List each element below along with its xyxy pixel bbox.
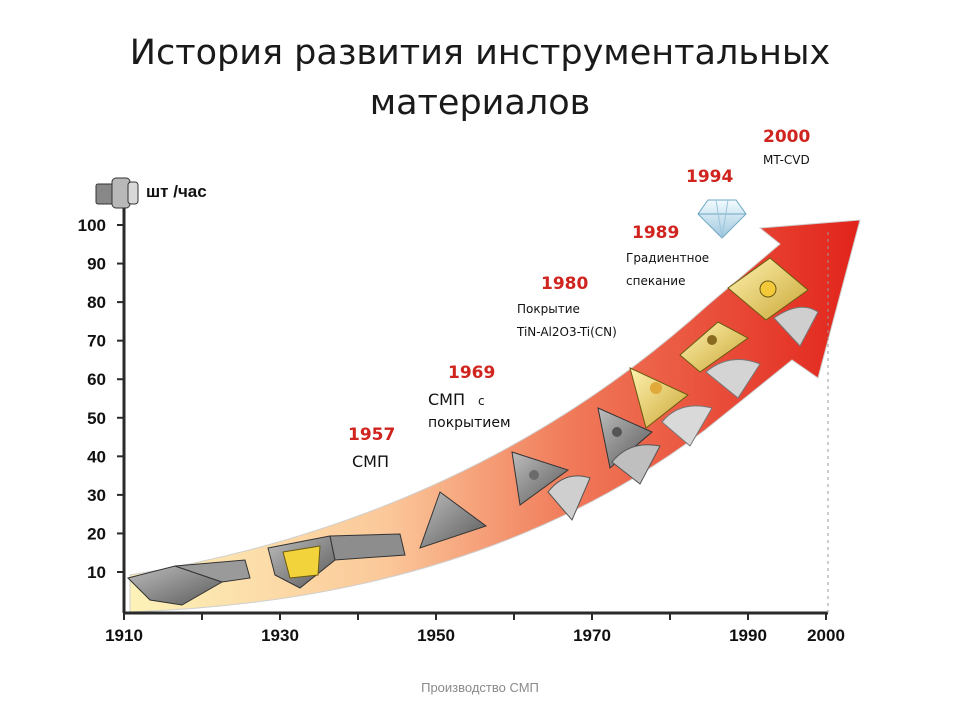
- y-tick-label: 90: [87, 255, 106, 274]
- milestone-1989-label-line1: Градиентное: [626, 251, 709, 265]
- x-ticks: 1910 1930 1950 1970 1990 2000: [105, 613, 845, 645]
- milestone-1969-year: 1969: [448, 363, 495, 383]
- y-tick-label: 30: [87, 486, 106, 505]
- y-ticks: 10 20 30 40 50 60 70 80 90 100: [78, 216, 124, 582]
- x-tick-label: 1990: [729, 626, 767, 645]
- x-tick-label: 1910: [105, 626, 143, 645]
- milestone-1957-label: СМП: [352, 452, 389, 471]
- milestone-1969-label-small: с: [478, 394, 485, 408]
- y-tick-label: 50: [87, 409, 106, 428]
- x-tick-label: 2000: [807, 626, 845, 645]
- milestone-1994-year: 1994: [686, 167, 733, 187]
- milestone-1980-label-line1: Покрытие: [517, 302, 580, 316]
- y-tick-label: 40: [87, 447, 106, 466]
- y-tick-label: 80: [87, 293, 106, 312]
- page-title-line2: материалов: [369, 83, 591, 123]
- y-tick-label: 70: [87, 332, 106, 351]
- page-title: История развития инструментальных матери…: [80, 28, 880, 128]
- bolt-icon: [95, 177, 139, 209]
- milestone-1989-year: 1989: [632, 223, 679, 243]
- insert-1930-image: [267, 533, 406, 589]
- y-tick-label: 20: [87, 524, 106, 543]
- insert-2000-image: [727, 257, 819, 347]
- milestone-1969-label-main: СМП: [428, 390, 465, 409]
- footer-caption: Производство СМП: [421, 680, 539, 695]
- x-tick-label: 1950: [417, 626, 455, 645]
- insert-1969-image: [511, 451, 591, 521]
- y-tick-label: 100: [78, 216, 106, 235]
- diamond-icon: [697, 199, 747, 239]
- milestone-2000-label: MT-CVD: [763, 153, 810, 167]
- x-tick-label: 1930: [261, 626, 299, 645]
- insert-1989-image: [629, 367, 713, 447]
- x-tick-label: 1970: [573, 626, 611, 645]
- y-tick-label: 60: [87, 370, 106, 389]
- milestone-1969-label-line2: покрытием: [428, 415, 511, 431]
- insert-1994-image: [679, 321, 761, 399]
- milestone-1957-year: 1957: [348, 425, 395, 445]
- page-title-line1: История развития инструментальных: [129, 33, 831, 73]
- milestone-1989-label-line2: спекание: [626, 274, 685, 288]
- insert-1910-image: [127, 559, 251, 606]
- y-tick-label: 10: [87, 563, 106, 582]
- y-axis-label: шт /час: [146, 182, 207, 201]
- insert-1980-image: [597, 407, 661, 485]
- milestone-1980-year: 1980: [541, 274, 588, 294]
- insert-1957-image: [419, 491, 488, 549]
- milestone-1980-label-line2: TiN-Al2O3-Ti(CN): [516, 325, 617, 339]
- milestone-2000-year: 2000: [763, 127, 810, 147]
